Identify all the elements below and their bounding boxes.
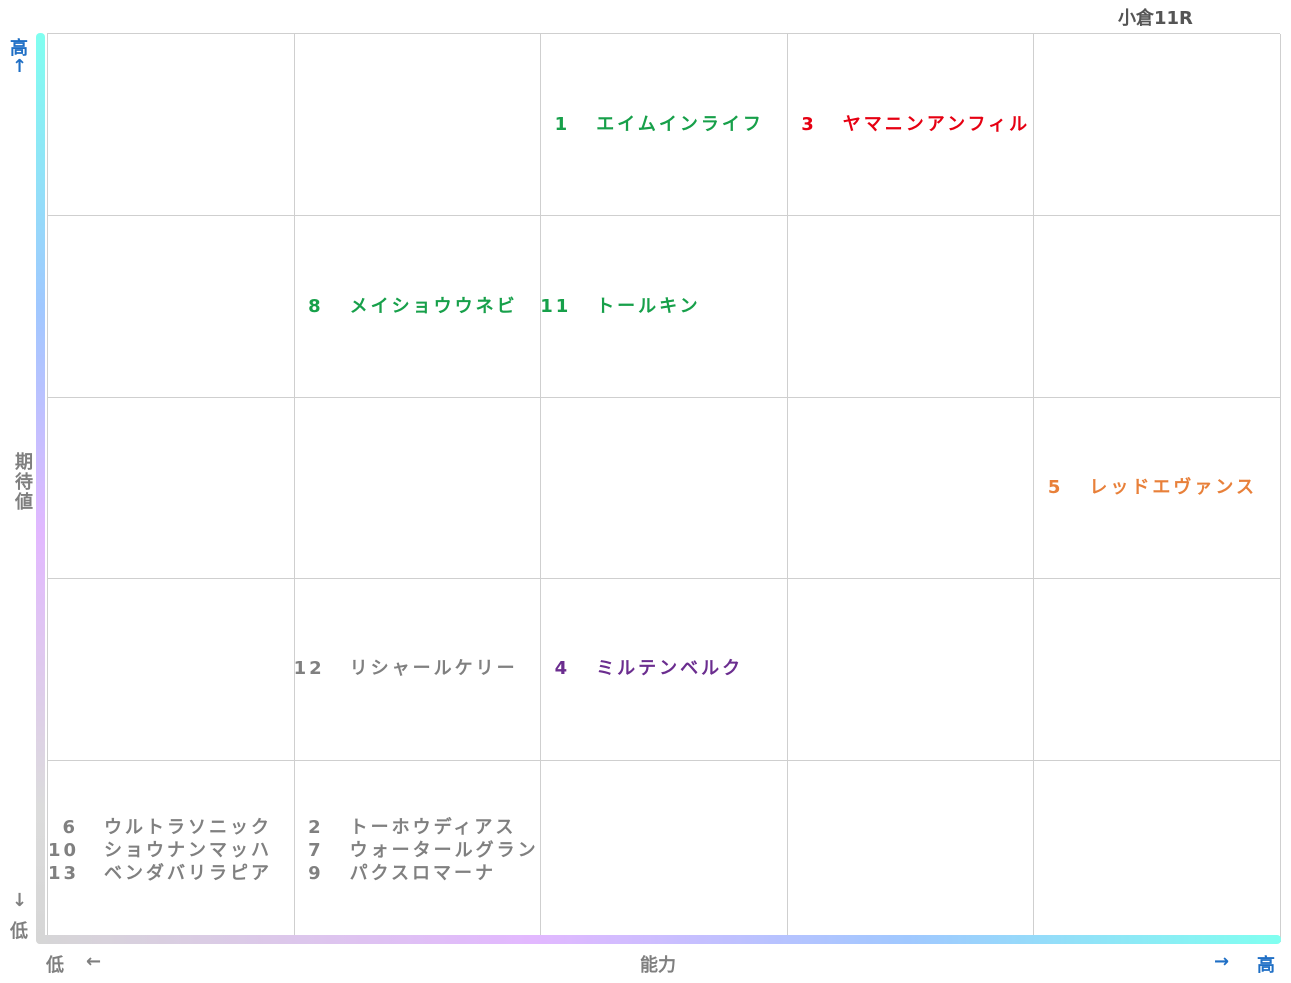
cell: 5 レッドエヴァンス: [1033, 396, 1281, 580]
horse-name: レッドエヴァンス: [1089, 476, 1258, 498]
cell: [786, 759, 1035, 942]
horse-number: 4: [554, 658, 571, 680]
horse-name: トーホウディアス: [349, 816, 517, 838]
horse-name: ミルテンベルク: [596, 658, 744, 680]
horse-name: ヤマニンアンフィル: [842, 114, 1031, 136]
x-high: 高: [1257, 955, 1275, 976]
horse-entry: 3 ヤマニンアンフィル: [787, 113, 1034, 136]
cell: [786, 215, 1035, 398]
horse-number: 10: [48, 839, 80, 861]
horse-entry: 8 メイショウウネビ: [294, 295, 541, 318]
cell: [47, 396, 295, 580]
horse-name: エイムインライフ: [596, 114, 764, 136]
y-low-arrow: ↓: [12, 890, 28, 911]
cell: [540, 396, 788, 580]
horse-entry: 10 ショウナンマッハ: [48, 839, 294, 862]
cell: [786, 578, 1035, 761]
title: 小倉11R: [1118, 8, 1193, 29]
horse-name: パクスロマーナ: [349, 862, 497, 884]
horse-number: 13: [48, 862, 80, 884]
horse-name: メイショウウネビ: [349, 295, 518, 317]
cell: [1033, 34, 1281, 217]
grid: 1 エイムインライフ 3 ヤマニンアンフィル 8 メイショウウネビ 11 トールキン 5 レッドエ…: [47, 33, 1281, 942]
horse-entry: 12 リシャールケリー: [294, 657, 541, 680]
cell: [293, 396, 542, 580]
x-low: 低: [46, 955, 64, 976]
cell: 3 ヤマニンアンフィル: [786, 34, 1035, 217]
cell: 4 ミルテンベルク: [540, 578, 788, 761]
y-high: 高: [10, 38, 28, 59]
cell: 11 トールキン: [540, 215, 788, 398]
horse-number: 1: [554, 114, 571, 136]
cell: [1033, 578, 1281, 761]
y-axis-bar: [36, 33, 45, 944]
y-high-arrow: ↑: [12, 56, 28, 77]
horse-entry: 11 トールキン: [540, 295, 787, 318]
horse-number: 9: [308, 862, 324, 884]
horse-entry: 6 ウルトラソニック: [48, 816, 294, 839]
horse-entry: 1 エイムインライフ: [540, 113, 787, 136]
cell: [47, 578, 295, 761]
horse-entry: 13 ベンダバリラピア: [48, 862, 294, 885]
horse-number: 6: [62, 816, 78, 838]
horse-name: ベンダバリラピア: [104, 862, 272, 884]
cell: 2 トーホウディアス 7 ウォータールグラン 9 パクスロマーナ: [293, 759, 542, 942]
horse-number: 11: [540, 295, 572, 317]
horse-entry: 2 トーホウディアス: [294, 816, 541, 839]
cell: 1 エイムインライフ: [540, 34, 788, 217]
y-low: 低: [10, 921, 28, 942]
x-high-arrow: →: [1214, 951, 1230, 972]
cell: [47, 34, 295, 217]
cell: 8 メイショウウネビ: [293, 215, 542, 398]
horse-entry: 4 ミルテンベルク: [540, 657, 787, 680]
horse-number: 7: [308, 839, 324, 861]
horse-number: 3: [801, 114, 817, 136]
horse-name: ウルトラソニック: [104, 816, 272, 838]
horse-entry: 7 ウォータールグラン: [294, 839, 541, 862]
horse-name: ショウナンマッハ: [104, 839, 272, 861]
horse-entry: 9 パクスロマーナ: [294, 862, 541, 885]
cell: [1033, 759, 1281, 942]
cell: 6 ウルトラソニック 10 ショウナンマッハ 13 ベンダバリラピア: [47, 759, 295, 942]
horse-number: 2: [308, 816, 324, 838]
cell: [786, 396, 1035, 580]
x-label: 能力: [640, 955, 676, 976]
horse-name: リシャールケリー: [349, 658, 518, 680]
cell: [1033, 215, 1281, 398]
horse-name: ウォータールグラン: [349, 839, 539, 861]
cell: [293, 34, 542, 217]
horse-entry: 5 レッドエヴァンス: [1033, 476, 1280, 499]
x-axis-bar: [36, 935, 1281, 944]
horse-name: トールキン: [596, 295, 701, 317]
cell: [47, 215, 295, 398]
horse-number: 12: [293, 658, 325, 680]
cell: 12 リシャールケリー: [293, 578, 542, 761]
y-label: 期待値: [12, 452, 33, 512]
horse-number: 8: [308, 295, 324, 317]
horse-number: 5: [1047, 476, 1064, 498]
cell: [540, 759, 788, 942]
x-low-arrow: ←: [86, 951, 102, 972]
